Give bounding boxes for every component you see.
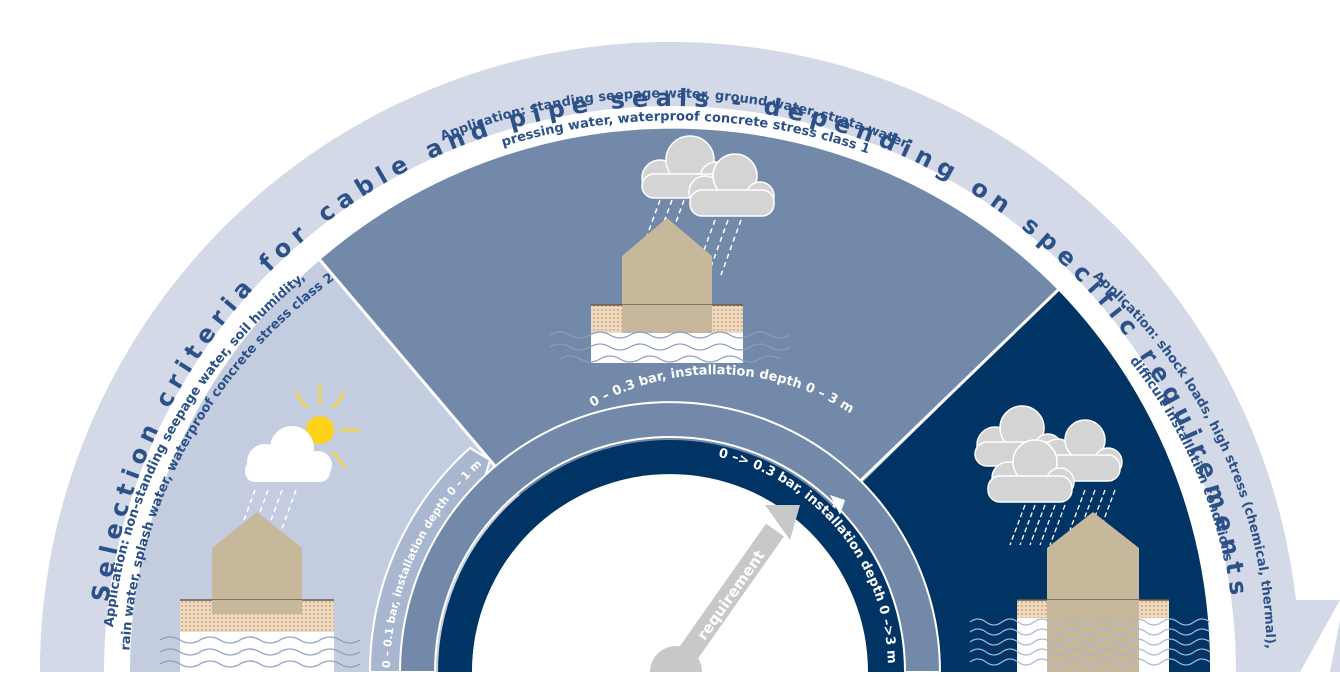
groundwater-icon	[159, 632, 361, 672]
band-0.3-bar	[398, 401, 942, 673]
middle-scene	[549, 135, 791, 363]
cloud-icon	[245, 426, 332, 482]
gauge-arrow	[650, 505, 800, 677]
house-base	[212, 600, 302, 614]
sector-middle	[320, 128, 1058, 672]
house-base	[622, 305, 712, 333]
outer-ring-arrow-tip	[1230, 600, 1340, 672]
gauge-center	[472, 474, 868, 672]
cloud-icon	[688, 153, 775, 217]
band-0.3-plus-bar	[438, 440, 902, 672]
sector-divider-left	[318, 259, 502, 473]
house-icon	[212, 512, 302, 614]
sun-icon	[294, 385, 360, 468]
house-base	[1047, 600, 1139, 672]
band-0.3-plus-arrow	[830, 495, 845, 515]
left-scene	[159, 385, 361, 672]
groundwater-icon	[969, 618, 1211, 672]
cloud-icon	[987, 439, 1075, 503]
groundwater-icon	[549, 331, 791, 363]
right-scene	[969, 405, 1211, 672]
